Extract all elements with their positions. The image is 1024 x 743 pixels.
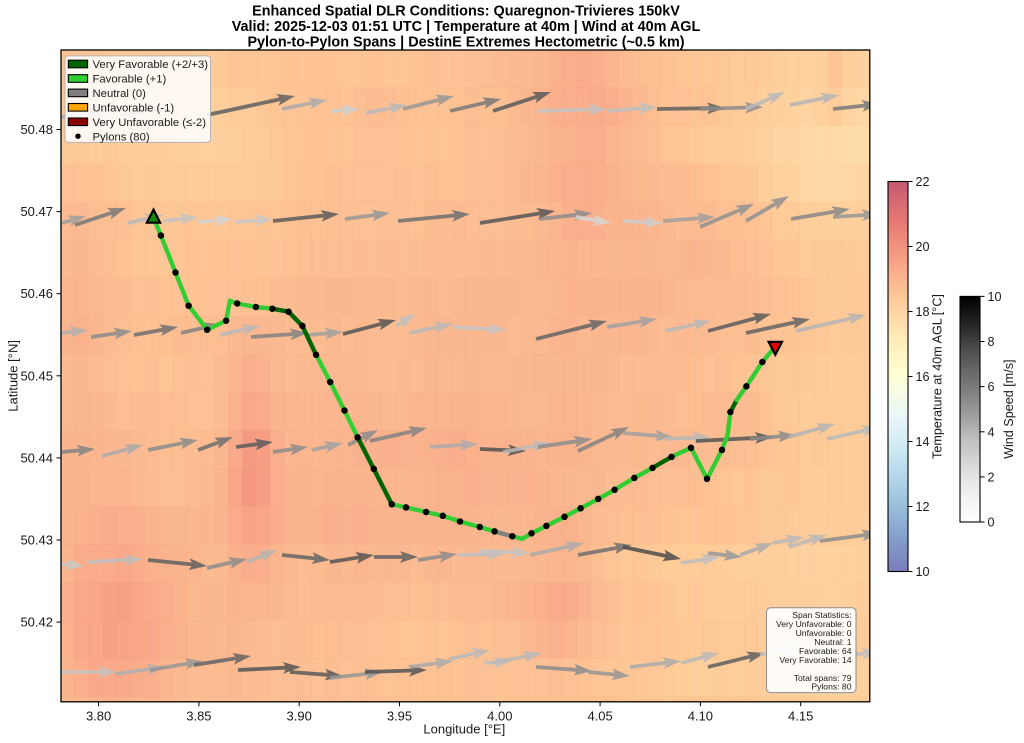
svg-text:2: 2 [988, 470, 995, 484]
svg-text:50.47: 50.47 [20, 204, 53, 219]
svg-text:Favorable (+1): Favorable (+1) [93, 74, 167, 86]
svg-text:Temperature at 40m AGL [°C]: Temperature at 40m AGL [°C] [931, 294, 945, 459]
svg-text:3.80: 3.80 [86, 708, 111, 723]
svg-text:4.00: 4.00 [487, 708, 512, 723]
svg-text:Pylons: 80: Pylons: 80 [811, 682, 851, 692]
svg-text:18: 18 [916, 305, 930, 319]
svg-text:12: 12 [916, 500, 930, 514]
svg-text:Longitude [°E]: Longitude [°E] [423, 722, 505, 737]
svg-text:Neutral: 1: Neutral: 1 [814, 637, 851, 647]
svg-text:Unfavorable (-1): Unfavorable (-1) [93, 102, 175, 114]
svg-text:6: 6 [988, 380, 995, 394]
svg-text:Pylons (80): Pylons (80) [93, 131, 150, 143]
svg-text:3.85: 3.85 [186, 708, 211, 723]
svg-text:Favorable: 64: Favorable: 64 [799, 646, 852, 656]
svg-text:Very Favorable (+2/+3): Very Favorable (+2/+3) [93, 59, 209, 71]
svg-text:Neutral (0): Neutral (0) [93, 88, 147, 100]
svg-text:3.90: 3.90 [287, 708, 312, 723]
svg-text:3.95: 3.95 [387, 708, 412, 723]
svg-text:8: 8 [988, 335, 995, 349]
svg-text:Very Unfavorable (≤-2): Very Unfavorable (≤-2) [93, 117, 207, 129]
svg-text:Unfavorable: 0: Unfavorable: 0 [796, 628, 852, 638]
svg-text:Pylon-to-Pylon Spans | DestinE: Pylon-to-Pylon Spans | DestinE Extremes … [247, 35, 684, 51]
svg-text:Enhanced Spatial DLR Condition: Enhanced Spatial DLR Conditions: Quaregn… [252, 4, 680, 20]
svg-text:4: 4 [988, 425, 995, 439]
svg-text:Total spans: 79: Total spans: 79 [794, 673, 852, 683]
svg-text:Span Statistics:: Span Statistics: [792, 610, 851, 620]
svg-text:14: 14 [916, 435, 930, 449]
svg-text:50.46: 50.46 [20, 286, 53, 301]
svg-text:4.05: 4.05 [587, 708, 612, 723]
svg-text:Very Favorable: 14: Very Favorable: 14 [779, 655, 851, 665]
svg-text:10: 10 [916, 565, 930, 579]
svg-text:4.15: 4.15 [788, 708, 813, 723]
svg-text:Wind Speed [m/s]: Wind Speed [m/s] [1002, 359, 1016, 458]
svg-text:Latitude [°N]: Latitude [°N] [6, 340, 21, 412]
svg-text:16: 16 [916, 370, 930, 384]
svg-text:50.44: 50.44 [20, 450, 53, 465]
svg-text:Very Unfavorable: 0: Very Unfavorable: 0 [776, 619, 852, 629]
svg-text:4.10: 4.10 [688, 708, 713, 723]
svg-text:22: 22 [916, 175, 930, 189]
svg-text:50.43: 50.43 [20, 533, 53, 548]
svg-text:50.42: 50.42 [20, 615, 53, 630]
svg-text:0: 0 [988, 516, 995, 530]
svg-text:Valid: 2025-12-03 01:51 UTC |: Valid: 2025-12-03 01:51 UTC | Temperatur… [232, 19, 701, 35]
svg-text:20: 20 [916, 240, 930, 254]
svg-text:10: 10 [988, 290, 1002, 304]
svg-text:50.45: 50.45 [20, 368, 53, 383]
svg-text:50.48: 50.48 [20, 122, 53, 137]
